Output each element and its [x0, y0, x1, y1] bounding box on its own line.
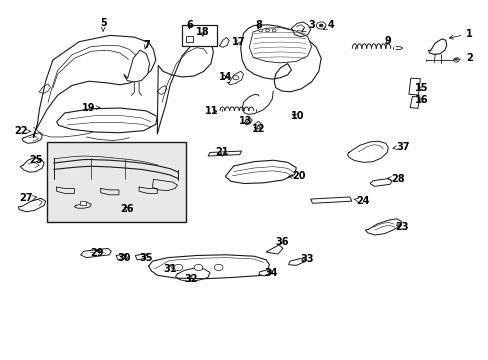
Text: 31: 31 — [163, 264, 177, 274]
Text: 13: 13 — [239, 116, 252, 126]
Polygon shape — [135, 254, 145, 260]
Text: 18: 18 — [196, 27, 209, 37]
Text: 14: 14 — [218, 72, 232, 82]
Text: 37: 37 — [392, 142, 409, 152]
Text: 34: 34 — [264, 269, 277, 279]
Circle shape — [214, 264, 223, 271]
Text: 3: 3 — [301, 20, 314, 32]
Text: 30: 30 — [117, 253, 130, 263]
Text: 27: 27 — [20, 193, 37, 203]
Polygon shape — [208, 151, 241, 156]
Text: 16: 16 — [414, 95, 427, 105]
Circle shape — [174, 264, 183, 271]
Circle shape — [452, 58, 458, 62]
Bar — [185, 36, 193, 42]
Text: 26: 26 — [120, 204, 134, 214]
Polygon shape — [288, 258, 304, 265]
Circle shape — [319, 24, 323, 27]
Polygon shape — [310, 197, 351, 203]
Circle shape — [258, 29, 262, 32]
Polygon shape — [123, 50, 149, 82]
Circle shape — [194, 264, 203, 271]
Text: 25: 25 — [29, 154, 42, 165]
Text: 9: 9 — [384, 36, 391, 46]
Polygon shape — [116, 254, 127, 260]
Circle shape — [272, 29, 276, 32]
Text: 6: 6 — [185, 20, 192, 30]
Text: 22: 22 — [14, 126, 30, 136]
Bar — [408, 78, 420, 95]
Text: 20: 20 — [288, 171, 305, 181]
Polygon shape — [369, 179, 391, 186]
Text: 8: 8 — [255, 20, 262, 30]
Polygon shape — [81, 248, 111, 258]
Text: 28: 28 — [386, 174, 404, 184]
Polygon shape — [225, 160, 296, 184]
Text: 35: 35 — [139, 253, 153, 263]
Polygon shape — [240, 25, 321, 92]
Text: 5: 5 — [100, 18, 106, 31]
Text: 4: 4 — [323, 20, 333, 30]
Polygon shape — [157, 36, 213, 134]
Polygon shape — [57, 108, 157, 133]
Text: 7: 7 — [142, 40, 149, 50]
Text: 24: 24 — [353, 196, 369, 206]
Polygon shape — [265, 245, 282, 254]
Polygon shape — [427, 39, 446, 54]
Bar — [409, 96, 419, 108]
Polygon shape — [258, 270, 271, 276]
Text: 23: 23 — [394, 221, 407, 231]
Bar — [80, 201, 86, 206]
Circle shape — [316, 22, 325, 29]
Text: 29: 29 — [90, 248, 104, 258]
Text: 2: 2 — [453, 53, 472, 63]
Text: 17: 17 — [231, 37, 244, 47]
Text: 33: 33 — [300, 254, 313, 264]
Text: 10: 10 — [290, 112, 304, 121]
Text: 36: 36 — [275, 237, 288, 247]
Polygon shape — [34, 35, 156, 138]
Bar — [47, 142, 185, 222]
Circle shape — [265, 29, 269, 32]
Polygon shape — [249, 28, 311, 63]
Text: 12: 12 — [252, 124, 265, 134]
Bar — [182, 26, 216, 46]
Text: 15: 15 — [414, 83, 427, 93]
Text: 32: 32 — [183, 274, 197, 284]
Circle shape — [232, 76, 238, 80]
Text: 19: 19 — [82, 103, 100, 113]
Text: 1: 1 — [448, 28, 472, 39]
Text: 21: 21 — [215, 148, 229, 157]
Text: 11: 11 — [205, 106, 218, 116]
